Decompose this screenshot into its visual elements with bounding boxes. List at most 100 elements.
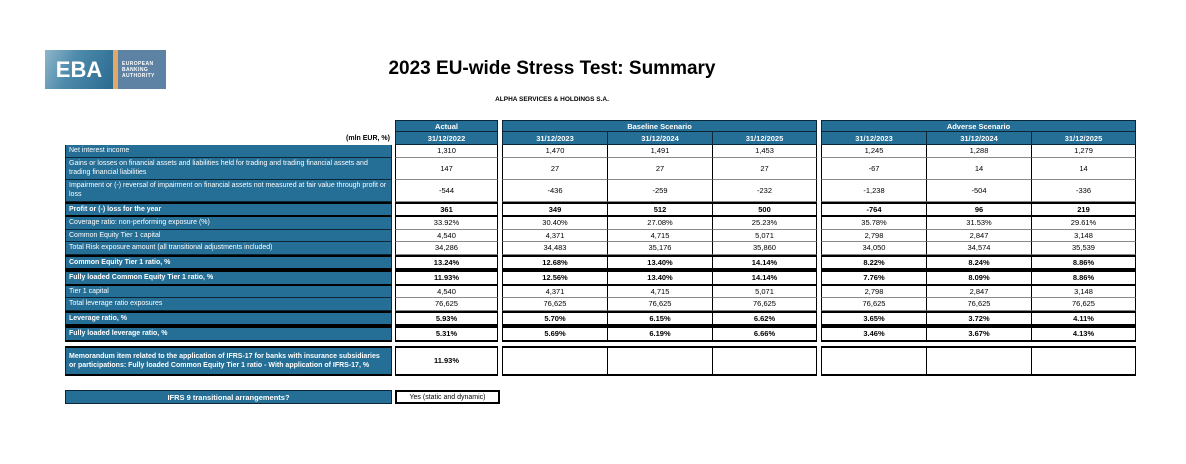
value-cell: 27	[502, 157, 607, 180]
row-label: Total Risk exposure amount (all transiti…	[65, 242, 392, 255]
value-cell: 76,625	[712, 298, 817, 311]
ifrs9-row: IFRS 9 transitional arrangements? Yes (s…	[65, 390, 500, 404]
value-cell: 8.22%	[821, 254, 926, 270]
column-gap	[817, 145, 821, 158]
column-gap	[392, 201, 395, 217]
table-row: Fully loaded leverage ratio, % 5.31% 5.69%…	[65, 326, 1136, 342]
value-cell: 3.46%	[821, 326, 926, 342]
value-cell: 27	[607, 157, 712, 180]
value-cell: 76,625	[502, 298, 607, 311]
column-gap	[498, 132, 502, 145]
value-cell: 1,279	[1031, 145, 1136, 158]
table-row: Tier 1 capital 4,540 4,371 4,715 5,071 2,798 2…	[65, 285, 1136, 298]
row-label: Leverage ratio, %	[65, 310, 392, 326]
value-cell: -336	[1031, 179, 1136, 202]
value-cell: 1,245	[821, 145, 926, 158]
value-cell: 76,625	[607, 298, 712, 311]
value-cell: 11.93%	[395, 270, 498, 286]
value-cell: 219	[1031, 201, 1136, 217]
value-cell	[1031, 345, 1136, 376]
value-cell: 147	[395, 157, 498, 180]
row-label: Common Equity Tier 1 ratio, %	[65, 254, 392, 270]
value-cell: -436	[502, 179, 607, 202]
column-gap	[498, 310, 502, 326]
ifrs9-answer-cell[interactable]: Yes (static and dynamic)	[395, 390, 500, 404]
eba-logo-stripe	[113, 50, 118, 89]
row-label: Memorandum item related to the applicati…	[65, 345, 392, 376]
logo-org-line: BANKING	[122, 66, 149, 73]
value-cell: -764	[821, 201, 926, 217]
row-label: Common Equity Tier 1 capital	[65, 229, 392, 242]
value-cell: 1,288	[926, 145, 1031, 158]
column-date-header: 31/12/2023	[821, 132, 926, 145]
column-gap	[498, 270, 502, 286]
value-cell: 76,625	[1031, 298, 1136, 311]
value-cell: 2,847	[926, 285, 1031, 298]
value-cell: 8.86%	[1031, 254, 1136, 270]
value-cell: 11.93%	[395, 345, 498, 376]
row-label: Profit or (-) loss for the year	[65, 201, 392, 217]
table-row: Impairment or (-) reversal of impairment…	[65, 179, 1136, 202]
value-cell: -1,238	[821, 179, 926, 202]
logo-org-line: EUROPEAN	[122, 60, 154, 67]
column-date-header: 31/12/2022	[395, 132, 498, 145]
column-gap	[498, 254, 502, 270]
column-gap	[498, 120, 502, 132]
column-gap	[817, 285, 821, 298]
column-gap	[392, 179, 395, 202]
value-cell: 5.31%	[395, 326, 498, 342]
column-gap	[817, 242, 821, 255]
value-cell: -544	[395, 179, 498, 202]
value-cell: 500	[712, 201, 817, 217]
column-gap	[392, 229, 395, 242]
column-gap	[817, 120, 821, 132]
value-cell: 1,470	[502, 145, 607, 158]
value-cell: 6.66%	[712, 326, 817, 342]
value-cell: 76,625	[821, 298, 926, 311]
column-gap	[392, 242, 395, 255]
value-cell: 361	[395, 201, 498, 217]
value-cell: 8.09%	[926, 270, 1031, 286]
date-header-row: (mln EUR, %) 31/12/2022 31/12/2023 31/12…	[65, 132, 1136, 145]
eba-logo: EBA EUROPEAN BANKING AUTHORITY	[45, 50, 166, 89]
value-cell: 7.76%	[821, 270, 926, 286]
row-label: Fully loaded Common Equity Tier 1 ratio,…	[65, 270, 392, 286]
value-cell: 4,371	[502, 285, 607, 298]
value-cell: 8.24%	[926, 254, 1031, 270]
column-gap	[817, 132, 821, 145]
value-cell: 4,715	[607, 229, 712, 242]
column-gap	[498, 242, 502, 255]
value-cell: 76,625	[926, 298, 1031, 311]
column-gap	[498, 229, 502, 242]
row-label: Gains or losses on financial assets and …	[65, 157, 392, 180]
table-row: Net interest income 1,310 1,470 1,491 1,453 1…	[65, 145, 1136, 158]
row-label: Net interest income	[65, 145, 392, 158]
row-label: Fully loaded leverage ratio, %	[65, 326, 392, 342]
value-cell: 3,148	[1031, 229, 1136, 242]
value-cell: 14.14%	[712, 270, 817, 286]
value-cell: 3,148	[1031, 285, 1136, 298]
value-cell: 96	[926, 201, 1031, 217]
value-cell	[712, 345, 817, 376]
table-row: Total leverage ratio exposures 76,625 76,6…	[65, 298, 1136, 311]
value-cell: 4,715	[607, 285, 712, 298]
value-cell: 31.53%	[926, 217, 1031, 230]
value-cell: 3.72%	[926, 310, 1031, 326]
row-label: Tier 1 capital	[65, 285, 392, 298]
value-cell: 34,050	[821, 242, 926, 255]
value-cell: 5.70%	[502, 310, 607, 326]
column-gap	[498, 201, 502, 217]
eba-logo-orgname: EUROPEAN BANKING AUTHORITY	[118, 50, 166, 89]
column-gap	[817, 326, 821, 342]
column-gap	[498, 326, 502, 342]
column-group-header-baseline: Baseline Scenario	[502, 120, 817, 132]
column-gap	[392, 285, 395, 298]
value-cell: 3.65%	[821, 310, 926, 326]
row-label: Impairment or (-) reversal of impairment…	[65, 179, 392, 202]
column-gap	[817, 345, 821, 376]
scenario-header-row: Actual Baseline Scenario Adverse Scenari…	[65, 120, 1136, 132]
value-cell: 12.56%	[502, 270, 607, 286]
column-gap	[392, 326, 395, 342]
column-date-header: 31/12/2025	[1031, 132, 1136, 145]
table-row: Profit or (-) loss for the year 361 349 512…	[65, 201, 1136, 217]
